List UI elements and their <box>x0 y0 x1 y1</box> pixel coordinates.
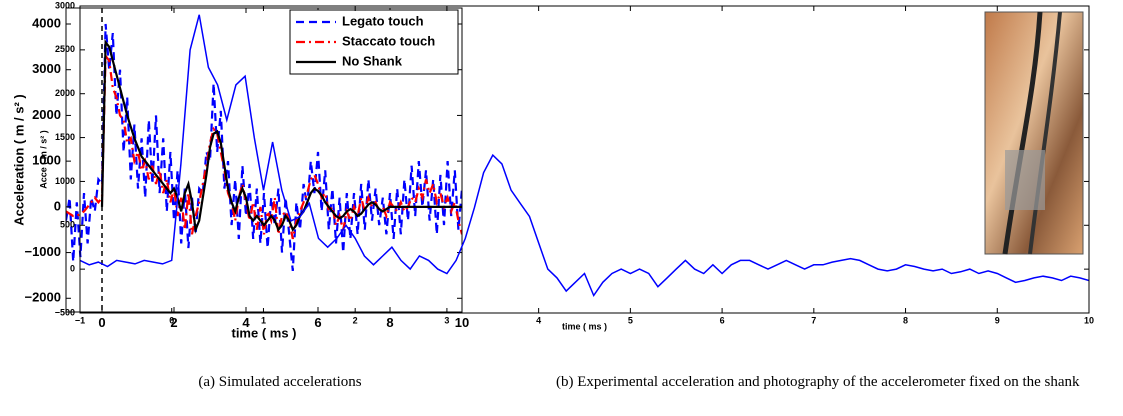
y-tick-label: 1000 <box>32 153 61 168</box>
y-tick-label: 3000 <box>32 61 61 76</box>
x-tick-label: −1 <box>75 315 85 325</box>
y-tick-label: −1000 <box>24 244 61 259</box>
x-tick-label: 10 <box>455 315 469 330</box>
y-tick-label: −2000 <box>24 290 61 305</box>
x-tick-label: 4 <box>536 315 541 325</box>
y-tick-label: 500 <box>60 220 75 230</box>
legend-label: Legato touch <box>342 13 424 28</box>
y-tick-label: 1500 <box>55 132 75 142</box>
x-tick-label: 2 <box>170 315 177 330</box>
x-axis-label: time ( ms ) <box>562 321 607 331</box>
x-tick-label: 6 <box>314 315 321 330</box>
y-tick-label: 0 <box>70 264 75 274</box>
y-tick-label: 4000 <box>32 15 61 30</box>
y-tick-label: 3000 <box>55 0 75 10</box>
x-tick-label: 0 <box>98 315 105 330</box>
y-tick-label: 0 <box>54 198 61 213</box>
data-line <box>66 23 462 272</box>
y-axis-label: Acceleration ( m / s² ) <box>11 94 26 225</box>
x-tick-label: 5 <box>628 315 633 325</box>
y-tick-label: −500 <box>55 307 75 317</box>
data-line <box>100 39 462 235</box>
data-line <box>66 52 462 240</box>
x-tick-label: 0 <box>169 315 174 325</box>
caption-a: (a) Simulated accelerations <box>198 374 362 390</box>
legend: Legato touch Staccato touch No Shank <box>289 9 459 75</box>
y-tick-label: 2000 <box>55 88 75 98</box>
legend-label: Staccato touch <box>342 33 435 48</box>
x-tick-label: 2 <box>353 315 358 325</box>
y-tick-label: 2000 <box>32 107 61 122</box>
inset-photo <box>984 11 1084 255</box>
data-line <box>80 14 1089 298</box>
y-axis-label: Acce ( m / s² ) <box>38 130 48 189</box>
x-tick-label: 6 <box>720 315 725 325</box>
x-tick-label: 9 <box>995 315 1000 325</box>
legend-label: No Shank <box>342 53 403 68</box>
x-axis-label: time ( ms ) <box>231 325 296 340</box>
x-tick-label: 8 <box>903 315 908 325</box>
x-tick-label: 3 <box>444 315 449 325</box>
y-tick-label: 1000 <box>55 176 75 186</box>
y-tick-label: 2500 <box>55 44 75 54</box>
axes-frame <box>65 7 463 313</box>
x-tick-label: 1 <box>261 315 266 325</box>
x-tick-label: 10 <box>1084 315 1094 325</box>
caption-b: (b) Experimental acceleration and photog… <box>556 374 1080 390</box>
axes-frame <box>79 5 1090 314</box>
x-tick-label: 7 <box>811 315 816 325</box>
x-tick-label: 8 <box>386 315 393 330</box>
x-tick-label: 4 <box>242 315 250 330</box>
